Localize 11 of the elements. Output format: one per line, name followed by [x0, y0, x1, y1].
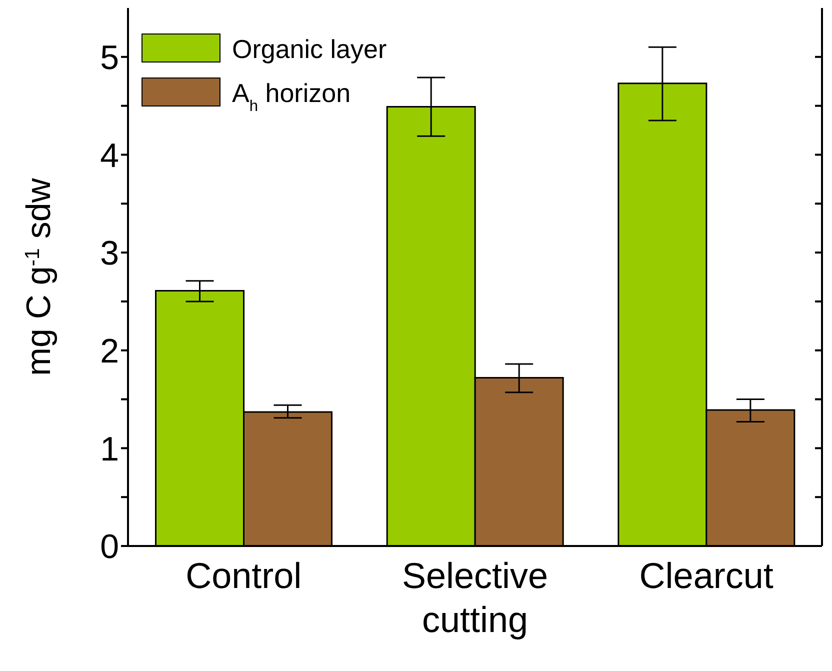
x-tick-label: Selective cutting [402, 555, 548, 640]
legend-label: Organic layer [232, 34, 387, 64]
x-tick-label: Control [186, 555, 302, 596]
y-tick-label: 0 [100, 528, 119, 566]
legend-label: A$_{h}$ horizon [232, 78, 351, 114]
y-tick-label: 5 [100, 38, 119, 77]
y-tick-label: 4 [100, 136, 119, 175]
y-tick-label: 3 [100, 234, 119, 273]
y-tick-label: 1 [100, 430, 119, 468]
y-tick-label: 2 [100, 332, 119, 370]
x-tick-label: Clearcut [639, 555, 774, 596]
